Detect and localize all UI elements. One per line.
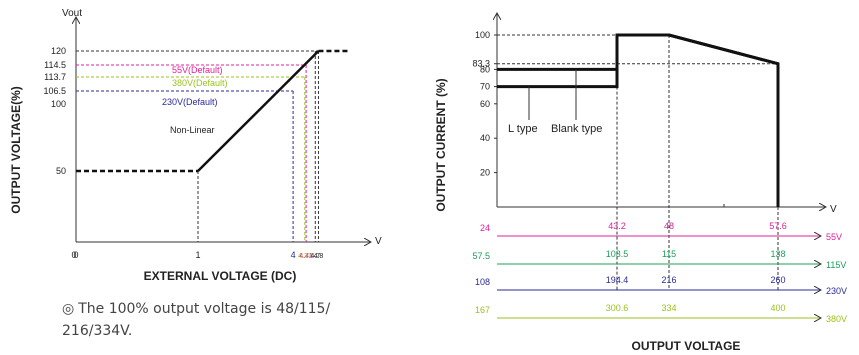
left-y-tick-label: 120 bbox=[51, 46, 66, 56]
scale-tick-label: 138 bbox=[770, 249, 785, 259]
left-x-tick-label: 4.41 bbox=[299, 253, 313, 260]
blank-type-label: Blank type bbox=[551, 123, 602, 135]
left-x-tick-label: 4.7 bbox=[310, 253, 320, 260]
scale-tick-label: 334 bbox=[661, 303, 676, 313]
scale-tick-label: 300.6 bbox=[606, 303, 629, 313]
scale-tick-label: 57.6 bbox=[769, 221, 787, 231]
right-y-tick-label: 20 bbox=[480, 168, 490, 178]
nonlinear-curve-ramp bbox=[197, 50, 320, 172]
right-y-tick-label: 80 bbox=[480, 64, 490, 74]
left-x-unit: V bbox=[375, 236, 382, 247]
series-line-l-type bbox=[497, 33, 780, 207]
l-type-label: L type bbox=[508, 123, 538, 135]
scale-tick-label: 43.2 bbox=[608, 221, 626, 231]
left-chart: Vout OUTPUT VOLTAGE(%) EXTERNAL VOLTAGE … bbox=[9, 8, 382, 283]
scale-tick-label: 167 bbox=[475, 305, 490, 315]
scale-tick-label: 260 bbox=[770, 275, 785, 285]
scale-tick-label: 400 bbox=[770, 303, 785, 313]
right-y-tick-label: 60 bbox=[480, 99, 490, 109]
left-x-tick-label: 4 bbox=[291, 250, 296, 260]
scale-tick-label: 194.4 bbox=[606, 275, 629, 285]
scale-tick-label: 57.5 bbox=[472, 251, 490, 261]
scale-name-115v: 115V bbox=[826, 260, 846, 270]
right-xlabel: OUTPUT VOLTAGE bbox=[632, 339, 741, 353]
left-y-tick-label: 114.5 bbox=[44, 60, 66, 70]
left-y-tick-label: 113.7 bbox=[44, 72, 66, 82]
level-label-230v: 230V(Default) bbox=[162, 97, 218, 107]
left-y-tick-label: 100 bbox=[51, 99, 66, 109]
scale-tick-label: 108 bbox=[475, 277, 490, 287]
footnote-symbol: ◎ bbox=[62, 301, 75, 317]
right-y-tick-label: 70 bbox=[480, 82, 490, 92]
scale-name-55v: 55V bbox=[826, 232, 842, 242]
scale-tick-label: 216 bbox=[661, 275, 676, 285]
right-chart: OUTPUT CURRENT (%) OUTPUT VOLTAGE V L ty… bbox=[434, 14, 847, 353]
left-origin-label: 0 bbox=[71, 250, 76, 260]
level-label-55v: 55V(Default) bbox=[172, 65, 223, 75]
left-xlabel: EXTERNAL VOLTAGE (DC) bbox=[144, 269, 297, 283]
right-y-tick-label: 83.3 bbox=[472, 59, 490, 69]
scale-tick-label: 103.5 bbox=[606, 249, 629, 259]
footnote-text: The 100% output voltage is 48/115/ 216/3… bbox=[62, 301, 331, 339]
scale-tick-label: 115 bbox=[662, 249, 676, 259]
left-ylabel: OUTPUT VOLTAGE(%) bbox=[9, 86, 23, 214]
left-y-axis-title: Vout bbox=[62, 8, 82, 19]
footnote: ◎ The 100% output voltage is 48/115/ 216/… bbox=[62, 298, 392, 342]
right-ylabel: OUTPUT CURRENT (%) bbox=[434, 78, 448, 211]
series-line-blank-type bbox=[497, 33, 780, 207]
right-y-tick-label: 100 bbox=[475, 30, 490, 40]
scale-tick-label: 48 bbox=[664, 221, 674, 231]
scale-name-230v: 230V bbox=[826, 286, 847, 296]
left-y-tick-label: 50 bbox=[56, 166, 66, 176]
left-x-tick-label: 0 bbox=[73, 250, 78, 260]
curve-label-nonlinear: Non-Linear bbox=[170, 125, 215, 135]
left-x-tick-label: 4.8 bbox=[314, 253, 324, 260]
right-y-tick-label: 40 bbox=[480, 133, 490, 143]
level-label-380v: 380V(Default) bbox=[172, 78, 228, 88]
scale-tick-label: 24 bbox=[480, 223, 490, 233]
left-y-tick-label: 106.5 bbox=[43, 86, 66, 96]
scale-name-380v: 380V bbox=[826, 314, 847, 324]
right-x-unit: V bbox=[830, 204, 837, 215]
left-x-tick-label: 1 bbox=[195, 250, 200, 260]
left-x-tick-label: 4.37 bbox=[298, 253, 312, 260]
